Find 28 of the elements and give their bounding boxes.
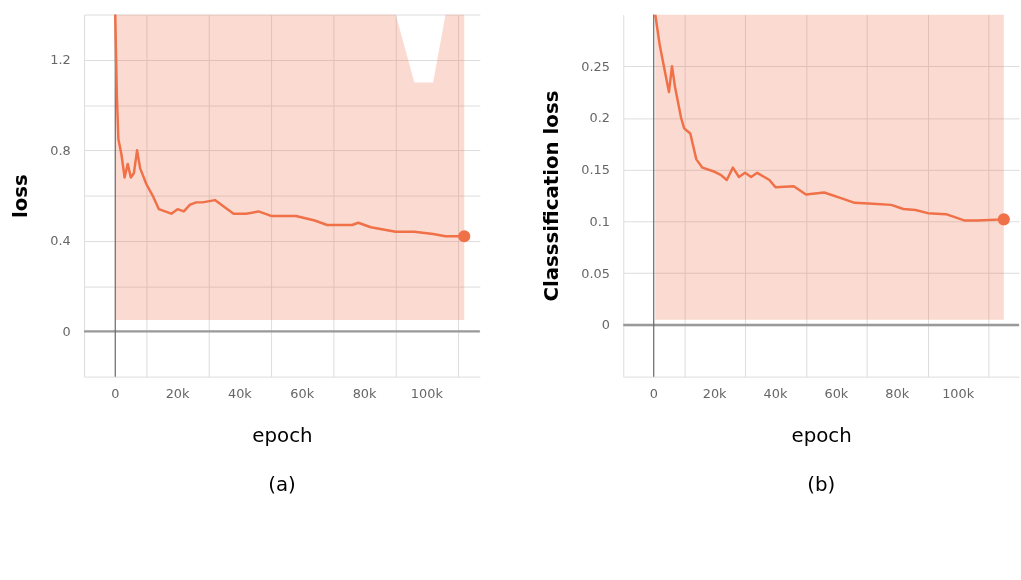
y-tick-label: 0.2 (589, 110, 610, 126)
x-axis-title: epoch (791, 424, 852, 448)
x-axis-title: epoch (252, 424, 313, 448)
y-tick-label: 1.2 (50, 52, 71, 68)
y-tick-label: 0.15 (581, 162, 610, 178)
y-tick-label: 0.4 (50, 233, 71, 249)
x-tick-label: 40k (763, 386, 788, 402)
x-tick-label: 100k (410, 386, 444, 402)
text: (b) (807, 473, 836, 497)
x-tick-label: 20k (702, 386, 728, 402)
y-tick-label: 0.8 (50, 142, 71, 158)
y-tick-label: 0.1 (589, 213, 610, 229)
y-axis-title: loss (8, 174, 32, 219)
x-tick-label: 20k (165, 386, 191, 402)
x-tick-label: 60k (824, 386, 849, 402)
x-tick-label: 0 (649, 386, 658, 402)
x-tick-label: 100k (942, 386, 975, 402)
x-tick-label: 0 (111, 386, 120, 402)
x-tick-label: 80k (352, 386, 377, 402)
x-tick-label: 40k (227, 386, 253, 402)
y-tick-label: 0 (601, 317, 610, 333)
y-tick-label: 0 (62, 323, 71, 339)
y-tick-label: 0.05 (581, 265, 610, 281)
text: (a) (268, 473, 296, 497)
x-tick-label: 60k (290, 386, 315, 402)
x-tick-label: 80k (885, 386, 910, 402)
y-tick-label: 0.25 (581, 58, 610, 74)
y-axis-title: Classsification loss (539, 90, 563, 302)
